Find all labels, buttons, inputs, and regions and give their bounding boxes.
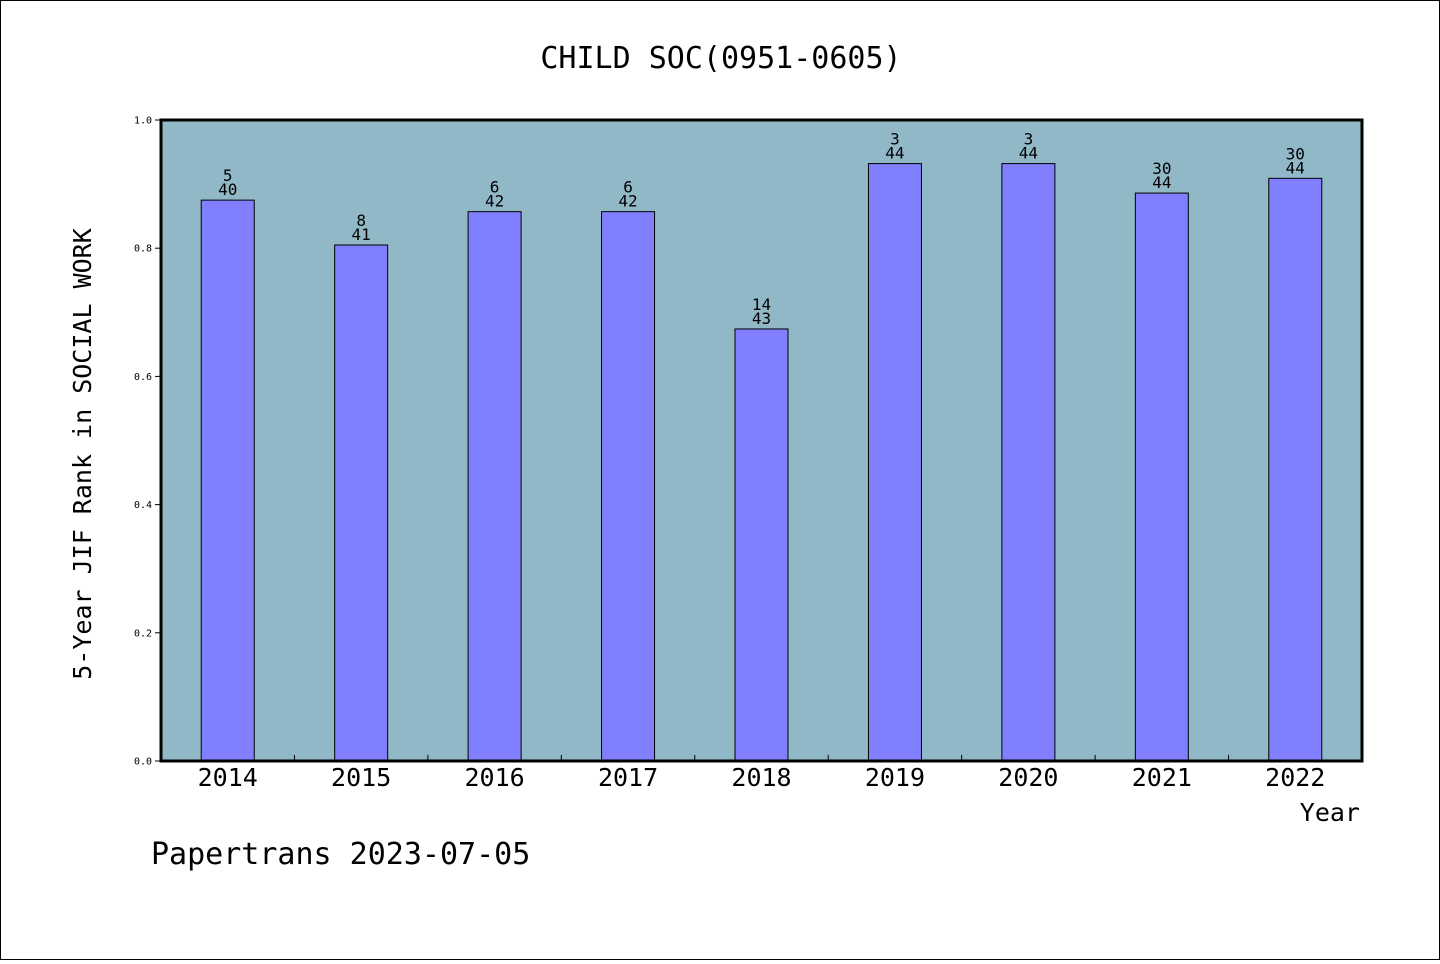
bar-total-label: 41: [352, 225, 371, 244]
bar-total-label: 44: [1019, 144, 1038, 163]
y-tick-label: 0.8: [134, 244, 152, 255]
x-tick-label: 2014: [198, 763, 258, 792]
x-tick-label: 2018: [731, 763, 791, 792]
x-tick-label: 2022: [1265, 763, 1325, 792]
plot-border: [159, 118, 1364, 763]
bar: [867, 163, 922, 762]
y-tick-label: 0.2: [134, 628, 152, 639]
x-tick-label: 2017: [598, 763, 658, 792]
bar: [1001, 163, 1056, 762]
footer-text: Papertrans 2023-07-05: [151, 837, 530, 872]
bar-total-label: 40: [218, 180, 237, 199]
bar-total-label: 42: [485, 192, 504, 211]
bar: [467, 211, 522, 762]
y-axis-label: 5-Year JIF Rank in SOCIAL WORK: [68, 228, 97, 680]
y-tick-label: 0.4: [134, 500, 152, 511]
bar-rank-label: 3: [890, 130, 900, 149]
bar-total-label: 43: [752, 309, 771, 328]
bar-rank-label: 30: [1152, 159, 1171, 178]
bar-rank-label: 5: [223, 166, 233, 185]
bar: [601, 211, 656, 762]
bar: [200, 199, 255, 762]
bar: [334, 244, 389, 762]
bar-total-label: 44: [1152, 173, 1171, 192]
y-tick-label: 1.0: [134, 116, 152, 127]
x-tick-label: 2021: [1132, 763, 1192, 792]
x-axis-label: Year: [1300, 798, 1360, 827]
x-tick-label: 2016: [465, 763, 525, 792]
bar: [1268, 177, 1323, 762]
bar-rank-label: 8: [356, 211, 366, 230]
bar-rank-label: 3: [1024, 130, 1034, 149]
bar-total-label: 44: [1286, 158, 1305, 177]
bar-rank-label: 6: [490, 178, 500, 197]
x-tick-label: 2015: [331, 763, 391, 792]
x-tick-label: 2020: [998, 763, 1058, 792]
bar-total-label: 42: [618, 192, 637, 211]
bar-rank-label: 6: [623, 178, 633, 197]
bar: [734, 328, 789, 762]
y-tick-label: 0.0: [134, 757, 152, 768]
x-tick-label: 2019: [865, 763, 925, 792]
bar: [1134, 192, 1189, 762]
bar-rank-label: 14: [752, 295, 771, 314]
chart-title: CHILD SOC(0951-0605): [540, 41, 901, 76]
y-tick-label: 0.6: [134, 372, 152, 383]
bar-total-label: 44: [885, 144, 904, 163]
bar-rank-label: 30: [1286, 144, 1305, 163]
plot-area: 0.00.20.40.60.81.05402014841201564220166…: [134, 116, 1364, 792]
